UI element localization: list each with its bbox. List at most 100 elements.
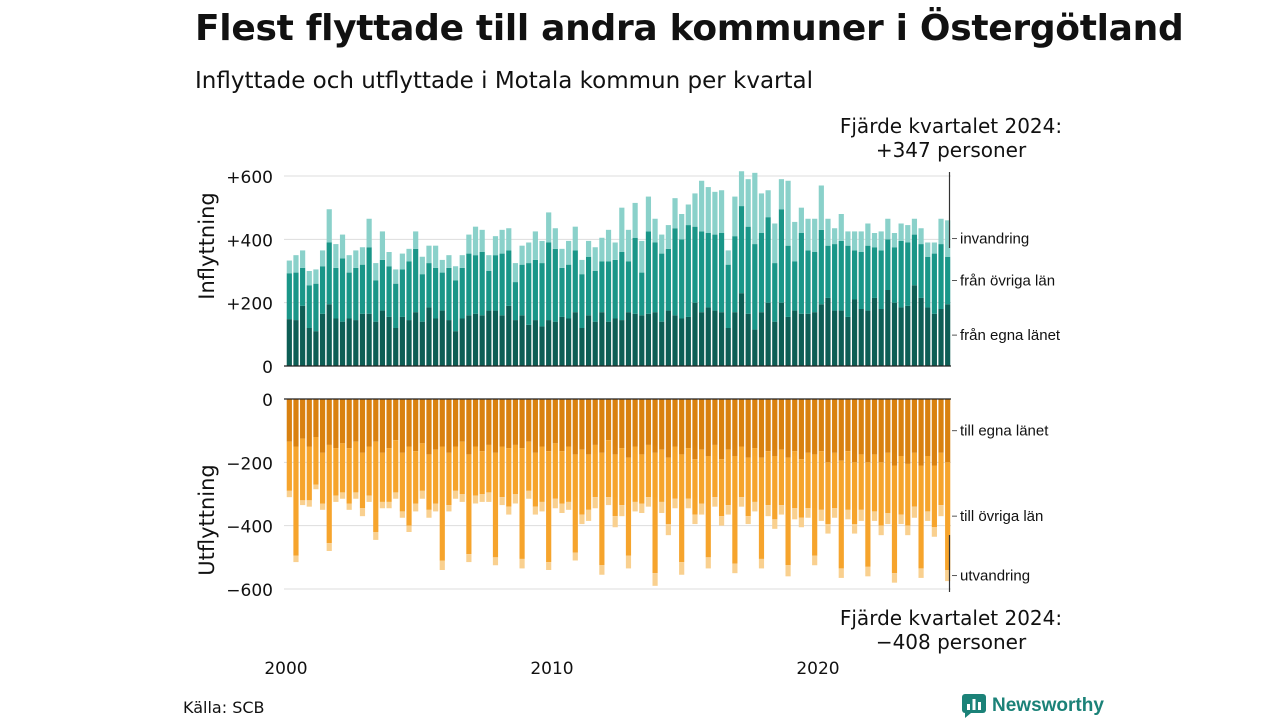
bar-segment	[865, 310, 871, 366]
bar-segment	[825, 245, 831, 298]
bar-segment	[300, 305, 306, 366]
bar-segment	[306, 446, 312, 501]
bar-segment	[685, 448, 691, 499]
bar-segment	[692, 302, 698, 366]
bar-segment	[639, 272, 645, 316]
bar-segment	[918, 244, 924, 298]
bar-segment	[652, 452, 658, 574]
bar-segment	[519, 448, 525, 559]
bar-segment	[379, 310, 386, 366]
bar-segment	[546, 320, 552, 366]
y-axis-title: Inflyttning	[195, 192, 219, 299]
bar-segment	[499, 315, 505, 366]
bar-segment	[286, 490, 292, 498]
bar-segment	[499, 446, 505, 498]
bar-segment	[359, 247, 366, 265]
y-tick-label: +200	[226, 295, 273, 315]
bar-segment	[486, 444, 492, 493]
bar-segment	[559, 316, 565, 366]
bar-segment	[699, 180, 705, 232]
bar-segment	[672, 446, 678, 499]
bar-segment	[319, 452, 326, 504]
bar-segment	[772, 223, 778, 264]
y-tick-label: −600	[226, 581, 273, 601]
bar-segment	[625, 399, 632, 458]
bar-segment	[665, 399, 671, 458]
bar-segment	[805, 313, 811, 366]
latest-outflow-value: −408 personer	[875, 630, 1027, 654]
bar-segment	[353, 250, 359, 268]
bar-segment	[905, 225, 911, 243]
bar-segment	[406, 399, 412, 447]
bar-segment	[439, 399, 445, 447]
bar-segment	[752, 329, 758, 366]
bar-segment	[566, 318, 572, 366]
bar-segment	[373, 441, 379, 532]
bar-segment	[339, 492, 346, 499]
bar-segment	[679, 214, 685, 240]
bar-segment	[851, 299, 858, 366]
bar-segment	[878, 309, 884, 366]
bar-segment	[313, 484, 319, 490]
bar-segment	[845, 509, 851, 520]
bar-segment	[818, 304, 824, 366]
bar-segment	[393, 399, 399, 441]
brand-logo[interactable]: Newsworthy	[962, 694, 1104, 718]
bar-segment	[506, 250, 512, 306]
bar-segment	[379, 501, 386, 509]
bar-segment	[738, 497, 745, 507]
bar-segment	[692, 514, 698, 525]
bar-segment	[446, 399, 452, 453]
bar-segment	[725, 449, 731, 506]
bar-segment	[911, 452, 918, 507]
bar-segment	[413, 248, 419, 313]
bar-segment	[552, 498, 558, 509]
bar-segment	[479, 494, 485, 502]
bar-segment	[865, 399, 871, 463]
latest-outflow-label: Fjärde kvartalet 2024:	[839, 606, 1063, 630]
bar-segment	[333, 318, 339, 366]
bar-segment	[792, 310, 798, 366]
bar-segment	[712, 497, 718, 507]
bar-segment	[539, 501, 545, 512]
bar-segment	[346, 272, 352, 319]
bar-segment	[452, 266, 459, 281]
bar-segment	[871, 454, 878, 512]
bar-segment	[393, 440, 399, 493]
bar-segment	[798, 233, 804, 314]
bar-segment	[639, 503, 645, 513]
bar-segment	[772, 321, 778, 366]
bar-segment	[293, 399, 299, 447]
bar-segment	[612, 399, 618, 455]
bar-segment	[359, 313, 366, 366]
bar-segment	[532, 506, 538, 515]
bar-segment	[300, 438, 306, 501]
bar-segment	[566, 501, 572, 510]
bar-segment	[459, 441, 465, 494]
bar-segment	[725, 250, 731, 265]
bar-segment	[625, 457, 632, 556]
bar-segment	[765, 190, 771, 218]
bar-segment	[419, 274, 425, 322]
bar-segment	[373, 263, 379, 281]
bar-segment	[546, 399, 552, 452]
bar-segment	[812, 399, 818, 455]
bar-segment	[765, 217, 771, 303]
y-tick-label: −200	[226, 454, 273, 474]
bar-segment	[452, 399, 459, 447]
bar-segment	[532, 259, 538, 321]
bar-segment	[758, 558, 765, 569]
bar-segment	[333, 448, 339, 496]
bar-segment	[346, 255, 352, 273]
bar-segment	[452, 331, 459, 366]
bar-segment	[526, 490, 532, 499]
bar-segment	[339, 234, 346, 259]
bar-segment	[905, 399, 911, 464]
bar-segment	[446, 505, 452, 512]
bar-segment	[672, 198, 678, 229]
bar-segment	[366, 218, 372, 248]
bar-segment	[366, 446, 372, 496]
bar-segment	[506, 305, 512, 366]
bar-segment	[745, 313, 751, 366]
bar-segment	[346, 399, 352, 449]
